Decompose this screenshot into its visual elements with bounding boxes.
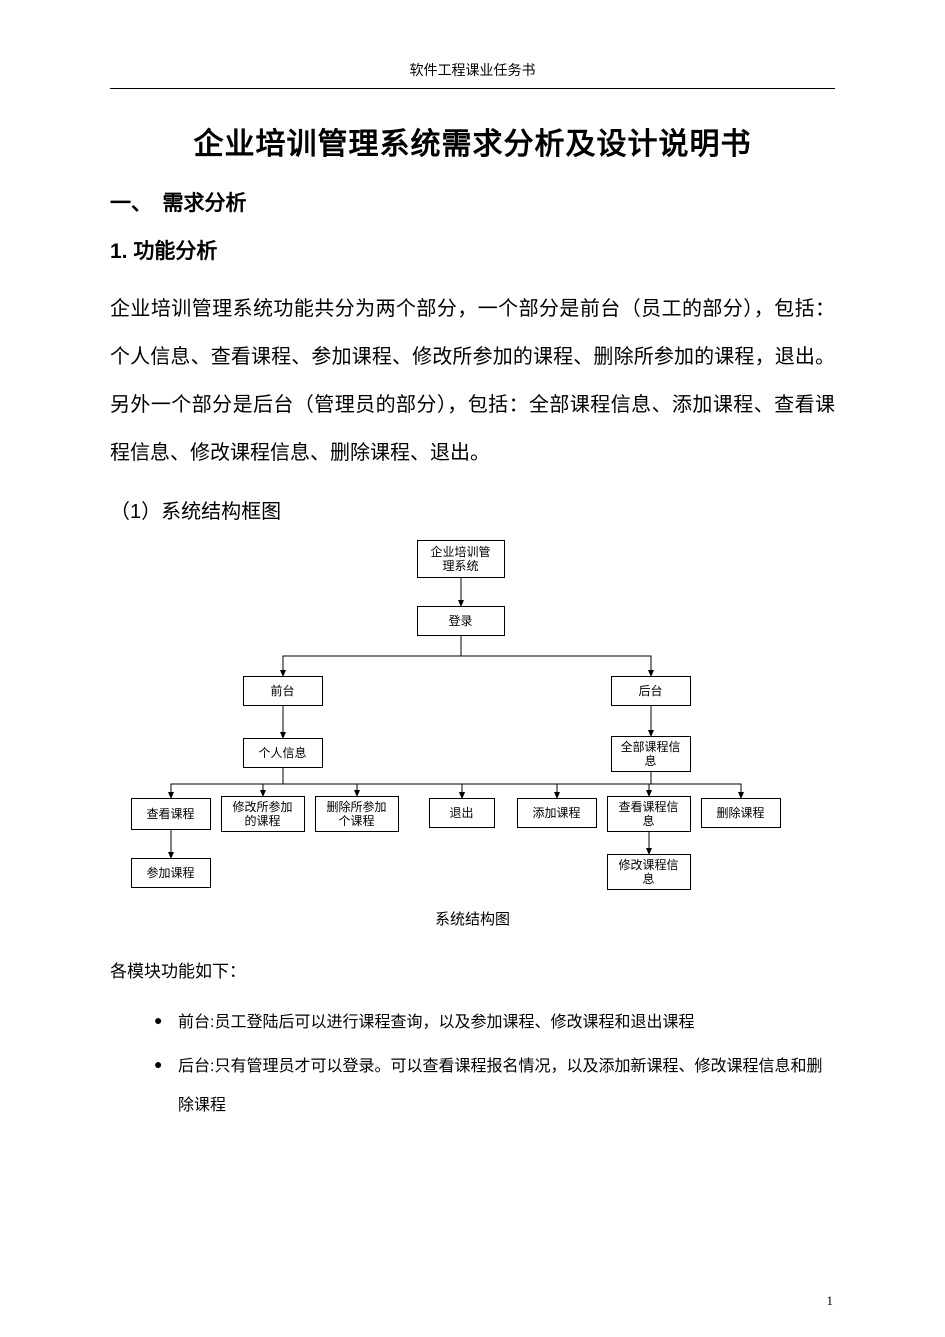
modules-intro-text: 各模块功能如下： [110, 957, 835, 982]
bullet-item: 后台:只有管理员才可以登录。可以查看课程报名情况，以及添加新课程、修改课程信息和… [154, 1048, 835, 1125]
system-structure-diagram: 企业培训管理系统登录前台 后台个人信息 全部课程信息查看课程修改所参加的课程删除所参… [113, 540, 833, 900]
diagram-edge [283, 768, 462, 798]
diagram-node-viewc: 查看课程信息 [607, 796, 691, 832]
subsection-1-heading: （1）系统结构框图 [110, 495, 835, 524]
diagram-node-deljoin: 删除所参加个课程 [315, 796, 399, 832]
diagram-node-addc: 添加课程 [517, 798, 597, 828]
diagram-node-modc: 修改课程信息 [607, 854, 691, 890]
diagram-node-front: 前台 [243, 676, 323, 706]
diagram-edge [651, 772, 741, 798]
diagram-node-modjoin: 修改所参加的课程 [221, 796, 305, 832]
page-header: 软件工程课业任务书 [110, 60, 835, 80]
diagram-node-delc: 删除课程 [701, 798, 781, 828]
page-number: 1 [827, 1293, 834, 1309]
diagram-edges-svg [113, 540, 833, 900]
diagram-node-join: 参加课程 [131, 858, 211, 888]
section-1-heading: 一、 需求分析 [110, 187, 835, 217]
diagram-node-login: 登录 [417, 606, 505, 636]
diagram-node-pinfo: 个人信息 [243, 738, 323, 768]
header-rule [110, 88, 835, 89]
diagram-caption: 系统结构图 [110, 908, 835, 929]
diagram-edge [263, 768, 283, 796]
diagram-node-exit: 退出 [429, 798, 495, 828]
diagram-edge [283, 636, 461, 676]
document-title: 企业培训管理系统需求分析及设计说明书 [110, 119, 835, 163]
diagram-edge [283, 768, 357, 796]
diagram-edge [171, 768, 283, 798]
page-container: 软件工程课业任务书 企业培训管理系统需求分析及设计说明书 一、 需求分析 1. … [0, 0, 945, 1171]
diagram-node-back: 后台 [611, 676, 691, 706]
diagram-node-view: 查看课程 [131, 798, 211, 830]
body-paragraph: 企业培训管理系统功能共分为两个部分，一个部分是前台（员工的部分），包括：个人信息… [110, 285, 835, 477]
section-1-1-heading: 1. 功能分析 [110, 235, 835, 265]
modules-bullet-list: 前台:员工登陆后可以进行课程查询，以及参加课程、修改课程和退出课程后台:只有管理… [110, 1004, 835, 1125]
diagram-node-root: 企业培训管理系统 [417, 540, 505, 578]
diagram-node-allc: 全部课程信息 [611, 736, 691, 772]
diagram-edge [557, 772, 651, 798]
bullet-item: 前台:员工登陆后可以进行课程查询，以及参加课程、修改课程和退出课程 [154, 1004, 835, 1042]
diagram-edge [461, 636, 651, 676]
